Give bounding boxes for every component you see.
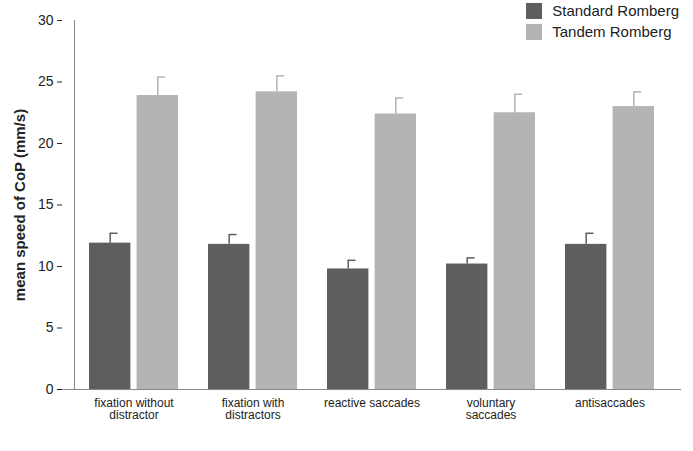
svg-text:15: 15 (38, 196, 54, 212)
svg-text:antisaccades: antisaccades (575, 396, 645, 410)
html-text:Standard Romberg: Standard Romberg (552, 2, 679, 19)
svg-text:10: 10 (38, 258, 54, 274)
svg-text:mean speed of CoP (mm/s): mean speed of CoP (mm/s) (11, 109, 28, 301)
html-text:Tandem Romberg: Tandem Romberg (552, 23, 672, 40)
svg-text:5: 5 (46, 319, 54, 335)
svg-text:fixation withdistractors: fixation withdistractors (222, 396, 285, 422)
svg-text:voluntarysaccades: voluntarysaccades (466, 396, 517, 422)
svg-text:20: 20 (38, 135, 54, 151)
svg-text:30: 30 (38, 12, 54, 28)
svg-text:reactive saccades: reactive saccades (324, 396, 420, 410)
svg-text:25: 25 (38, 73, 54, 89)
svg-text:0: 0 (46, 381, 54, 397)
svg-text:fixation withoutdistractor: fixation withoutdistractor (94, 396, 174, 422)
